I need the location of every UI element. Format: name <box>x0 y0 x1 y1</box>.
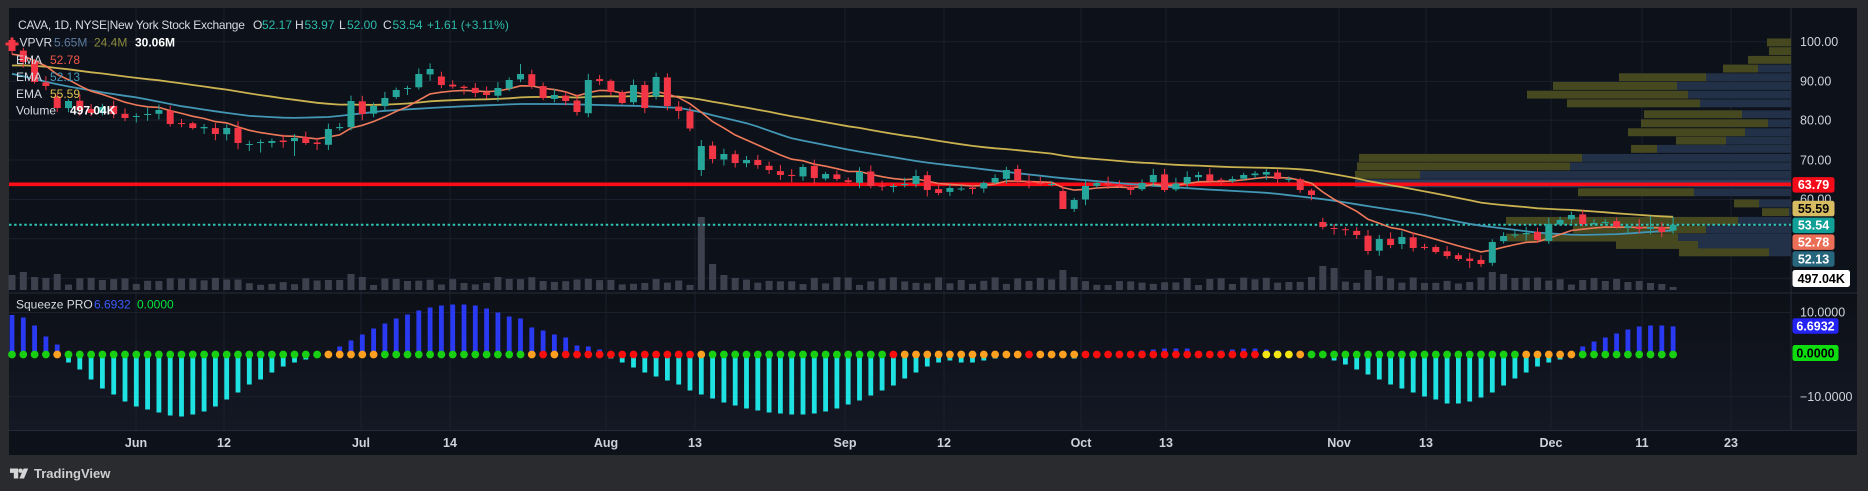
svg-text:13: 13 <box>688 436 702 450</box>
svg-text:EMA: EMA <box>16 53 42 67</box>
svg-text:L: L <box>339 18 346 32</box>
svg-text:TradingView: TradingView <box>34 466 111 481</box>
svg-text:52.00: 52.00 <box>347 18 377 32</box>
svg-text:23: 23 <box>1724 436 1738 450</box>
svg-text:55.59: 55.59 <box>1798 202 1829 216</box>
svg-text:13: 13 <box>1159 436 1173 450</box>
svg-text:52.78: 52.78 <box>50 53 80 67</box>
svg-text:O: O <box>253 18 262 32</box>
svg-text:53.54: 53.54 <box>1798 219 1829 233</box>
svg-text:6.6932: 6.6932 <box>94 297 131 311</box>
svg-text:12: 12 <box>937 436 951 450</box>
svg-text:Squeeze PRO: Squeeze PRO <box>16 297 93 311</box>
svg-text:55.59: 55.59 <box>50 87 80 101</box>
svg-text:C: C <box>383 18 392 32</box>
svg-text:497.04K: 497.04K <box>70 103 116 117</box>
svg-text:Jun: Jun <box>125 436 147 450</box>
svg-text:Aug: Aug <box>594 436 618 450</box>
svg-text:497.04K: 497.04K <box>1798 272 1845 286</box>
svg-text:EMA: EMA <box>16 70 42 84</box>
svg-text:70.00: 70.00 <box>1800 153 1831 167</box>
svg-text:6.6932: 6.6932 <box>1796 319 1834 333</box>
svg-text:11: 11 <box>1635 436 1648 450</box>
svg-text:+1.61 (+3.11%): +1.61 (+3.11%) <box>427 18 509 32</box>
svg-text:52.17: 52.17 <box>262 18 292 32</box>
svg-text:30.06M: 30.06M <box>135 35 175 49</box>
svg-text:VPVR: VPVR <box>20 35 53 49</box>
svg-text:Jul: Jul <box>352 436 370 450</box>
svg-text:100.00: 100.00 <box>1800 35 1838 49</box>
svg-text:CAVA, 1D, NYSE|New York Stock: CAVA, 1D, NYSE|New York Stock Exchange <box>18 18 245 32</box>
svg-text:52.78: 52.78 <box>1798 236 1829 250</box>
svg-text:63.79: 63.79 <box>1798 178 1829 192</box>
svg-text:53.97: 53.97 <box>305 18 335 32</box>
svg-text:13: 13 <box>1419 436 1433 450</box>
svg-text:24.4M: 24.4M <box>94 35 127 49</box>
svg-text:90.00: 90.00 <box>1800 75 1831 89</box>
svg-text:−10.0000: −10.0000 <box>1800 390 1853 404</box>
svg-text:Nov: Nov <box>1327 436 1351 450</box>
svg-text:Dec: Dec <box>1540 436 1563 450</box>
svg-text:14: 14 <box>443 436 457 450</box>
svg-text:0.0000: 0.0000 <box>1796 346 1834 360</box>
svg-text:80.00: 80.00 <box>1800 113 1831 127</box>
svg-text:52.13: 52.13 <box>50 70 80 84</box>
svg-text:H: H <box>295 18 304 32</box>
svg-text:EMA: EMA <box>16 87 42 101</box>
svg-text:12: 12 <box>217 436 231 450</box>
svg-text:53.54: 53.54 <box>393 18 423 32</box>
svg-text:5.65M: 5.65M <box>54 35 87 49</box>
svg-text:Oct: Oct <box>1071 436 1093 450</box>
svg-text:52.13: 52.13 <box>1798 252 1829 266</box>
svg-text:10.0000: 10.0000 <box>1800 305 1845 319</box>
svg-text:0.0000: 0.0000 <box>137 297 174 311</box>
svg-text:Sep: Sep <box>834 436 857 450</box>
svg-text:Volume: Volume <box>16 103 56 117</box>
